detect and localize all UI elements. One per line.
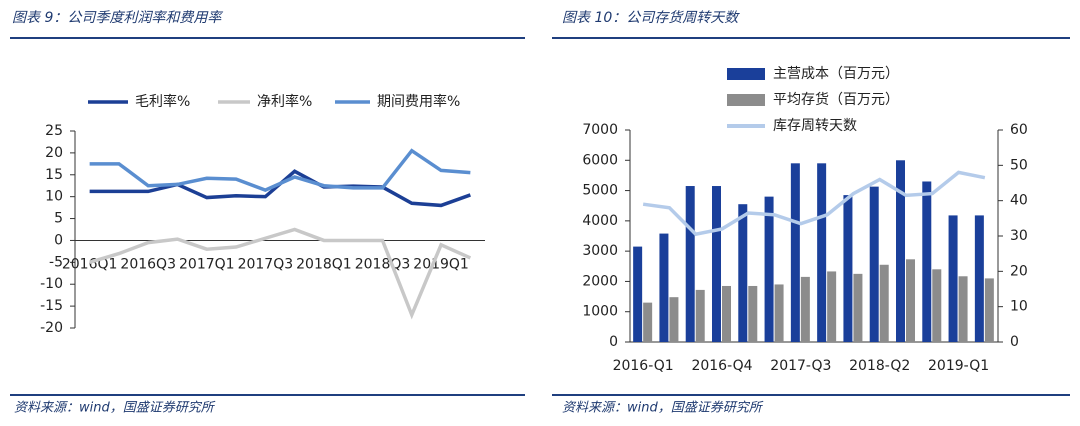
bar bbox=[827, 271, 837, 342]
bar bbox=[948, 215, 958, 342]
bar bbox=[722, 285, 731, 342]
bar bbox=[974, 215, 984, 342]
bar bbox=[843, 195, 853, 342]
y-tick-label: 5000 bbox=[582, 183, 618, 199]
y-tick-label: 10 bbox=[45, 189, 63, 205]
y-tick-label: -15 bbox=[40, 298, 63, 314]
y-tick-label: 0 bbox=[54, 232, 63, 248]
y2-tick-label: 0 bbox=[1010, 334, 1019, 350]
bar bbox=[869, 186, 879, 342]
x-tick-label: 2018-Q2 bbox=[849, 358, 910, 374]
bar bbox=[669, 297, 679, 342]
bar bbox=[695, 289, 705, 342]
bar bbox=[748, 285, 758, 342]
line bbox=[89, 169, 471, 208]
bar bbox=[738, 204, 748, 342]
x-tick-label: 2016Q1 bbox=[62, 256, 118, 272]
y-tick-label: 4000 bbox=[582, 213, 618, 229]
legend-swatch bbox=[727, 94, 765, 106]
bar bbox=[896, 160, 905, 342]
x-tick-label: 2019-Q1 bbox=[928, 358, 989, 374]
bar bbox=[932, 269, 942, 342]
legend-label: 库存周转天数 bbox=[773, 118, 857, 134]
y-tick-label: 3000 bbox=[582, 243, 618, 259]
line bbox=[89, 148, 471, 192]
y-tick-label: -10 bbox=[40, 276, 63, 292]
y-tick-label: 1000 bbox=[582, 304, 618, 320]
bar bbox=[853, 273, 863, 342]
y-tick-label: 25 bbox=[45, 123, 63, 139]
bar bbox=[800, 276, 810, 342]
y-tick-label: 20 bbox=[45, 145, 63, 161]
y-tick-label: -5 bbox=[49, 254, 63, 270]
y-tick-label: -20 bbox=[40, 320, 63, 336]
bar bbox=[817, 163, 827, 342]
y2-tick-label: 50 bbox=[1010, 157, 1028, 173]
source: 资料来源：wind，国盛证券研究所 bbox=[14, 400, 216, 416]
legend-label: 主营成本（百万元） bbox=[773, 66, 899, 82]
bar bbox=[774, 284, 784, 342]
source: 资料来源：wind，国盛证券研究所 bbox=[562, 400, 764, 416]
y-tick-label: 15 bbox=[45, 167, 63, 183]
legend-label: 平均存货（百万元） bbox=[773, 91, 899, 108]
bar bbox=[958, 276, 968, 342]
line bbox=[89, 227, 472, 320]
x-tick-label: 2017Q3 bbox=[238, 256, 294, 272]
legend-label: 毛利率% bbox=[135, 93, 190, 110]
y-tick-label: 0 bbox=[609, 334, 618, 350]
legend-swatch bbox=[727, 68, 765, 80]
y2-tick-label: 10 bbox=[1010, 299, 1028, 315]
x-tick-label: 2016Q3 bbox=[120, 256, 176, 272]
bar bbox=[685, 186, 695, 342]
line bbox=[642, 170, 986, 237]
y-tick-label: 6000 bbox=[582, 152, 618, 168]
chart-title: 图表 10：公司存货周转天数 bbox=[562, 10, 740, 26]
x-tick-label: 2017Q1 bbox=[179, 256, 235, 272]
bar bbox=[712, 186, 721, 342]
bar bbox=[659, 233, 669, 342]
x-tick-label: 2017-Q3 bbox=[770, 358, 831, 374]
x-tick-label: 2016-Q1 bbox=[613, 358, 674, 374]
x-tick-label: 2019Q1 bbox=[413, 256, 469, 272]
x-tick-label: 2018Q1 bbox=[296, 256, 352, 272]
y-tick-label: 5 bbox=[54, 211, 63, 227]
bar bbox=[764, 196, 774, 342]
y2-tick-label: 20 bbox=[1010, 263, 1028, 279]
bar bbox=[643, 302, 653, 342]
chart-title: 图表 9：公司季度利润率和费用率 bbox=[12, 10, 223, 26]
bar bbox=[906, 259, 915, 342]
y2-tick-label: 30 bbox=[1010, 228, 1028, 244]
y2-tick-label: 60 bbox=[1010, 122, 1028, 138]
y-tick-label: 7000 bbox=[582, 122, 618, 138]
y-tick-label: 2000 bbox=[582, 273, 618, 289]
legend-label: 净利率% bbox=[257, 93, 312, 110]
bar bbox=[633, 246, 643, 342]
bar bbox=[922, 181, 932, 342]
bar bbox=[790, 163, 800, 342]
x-tick-label: 2016-Q4 bbox=[691, 358, 752, 374]
bar bbox=[879, 264, 889, 342]
x-tick-label: 2018Q3 bbox=[355, 256, 411, 272]
y2-tick-label: 40 bbox=[1010, 193, 1028, 209]
bar bbox=[984, 278, 994, 342]
legend-label: 期间费用率% bbox=[377, 93, 460, 110]
